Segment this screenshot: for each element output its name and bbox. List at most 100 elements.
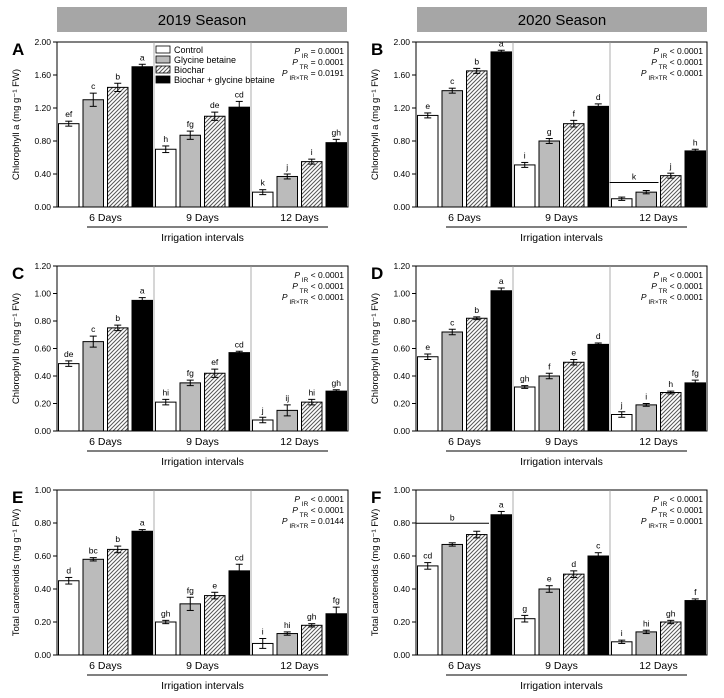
bar — [107, 548, 129, 656]
season-header-left-bg — [57, 7, 347, 32]
season-title-right: 2020 Season — [518, 12, 606, 29]
y-tick-label: 0.60 — [34, 344, 51, 354]
bar — [684, 600, 706, 656]
bar — [325, 142, 347, 208]
legend-swatch — [155, 45, 171, 54]
bar — [301, 624, 323, 656]
y-tick-label: 0.80 — [34, 136, 51, 146]
significance-letter: h — [163, 134, 168, 144]
significance-letter: i — [524, 150, 526, 160]
significance-letter: fg — [333, 595, 340, 605]
bar — [563, 573, 585, 656]
x-category-label: 6 Days — [89, 212, 122, 224]
y-tick-label: 0.60 — [34, 551, 51, 561]
y-tick-label: 0.00 — [34, 202, 51, 212]
x-axis-title: Irrigation intervals — [161, 232, 244, 244]
significance-letter: g — [547, 127, 552, 137]
significance-letter: a — [499, 276, 504, 286]
x-axis-title: Irrigation intervals — [520, 232, 603, 244]
significance-letter: i — [262, 627, 264, 637]
significance-letter: ef — [211, 357, 219, 367]
y-tick-label: 0.80 — [393, 518, 410, 528]
panel-b: B 0.00 0.40 0.80 1.20 1.60 2.00 Chlorophyll a (… — [370, 37, 708, 244]
bar — [228, 352, 250, 432]
significance-letter: fg — [187, 585, 194, 595]
p-value-1: P IR < 0.0001 — [294, 494, 344, 508]
y-axis-label: Chlorophyll b (mg g⁻¹ FW) — [370, 293, 381, 404]
bar — [82, 99, 104, 208]
significance-letter: c — [450, 317, 455, 327]
x-axis-title: Irrigation intervals — [520, 456, 603, 468]
bar — [179, 134, 201, 208]
significance-letter: i — [621, 628, 623, 638]
significance-letter: d — [66, 565, 71, 575]
significance-letter: gh — [332, 127, 342, 137]
significance-letter: d — [571, 559, 576, 569]
y-tick-label: 0.40 — [34, 584, 51, 594]
significance-letter: hi — [308, 387, 315, 397]
bar — [538, 140, 560, 208]
bar — [131, 530, 153, 656]
y-tick-label: 2.00 — [34, 37, 51, 47]
significance-letter: hi — [162, 387, 169, 397]
bar — [538, 588, 560, 656]
significance-letter: f — [573, 108, 576, 118]
significance-letter: e — [425, 101, 430, 111]
y-axis-label: Total carotenoids (mg g⁻¹ FW) — [11, 509, 22, 637]
significance-letter: ef — [65, 109, 73, 119]
bar — [417, 356, 439, 432]
y-tick-label: 0.00 — [393, 650, 410, 660]
y-tick-label: 1.00 — [34, 289, 51, 299]
y-tick-label: 1.20 — [34, 261, 51, 271]
x-category-label: 6 Days — [89, 436, 122, 448]
bar — [587, 555, 609, 656]
bar — [301, 401, 323, 432]
bar — [490, 514, 512, 656]
bar — [660, 175, 682, 208]
significance-letter: a — [499, 38, 504, 48]
p-value-3: P IR×TR = 0.0144 — [282, 516, 344, 530]
significance-letter: h — [668, 379, 673, 389]
bar — [514, 618, 536, 656]
significance-letter: fg — [187, 119, 194, 129]
y-tick-label: 0.60 — [393, 344, 410, 354]
p-value-3: P IR×TR < 0.0001 — [641, 292, 703, 306]
legend-label: Glycine betaine — [174, 55, 236, 65]
p-value-2: P TR < 0.0001 — [651, 505, 703, 519]
bar — [466, 317, 488, 432]
bar — [107, 86, 129, 208]
significance-letter: b — [474, 305, 479, 315]
y-tick-label: 0.00 — [393, 426, 410, 436]
x-category-label: 12 Days — [639, 212, 678, 224]
significance-letter: d — [596, 331, 601, 341]
y-tick-label: 1.60 — [34, 70, 51, 80]
p-value-1: P IR = 0.0001 — [294, 46, 344, 60]
significance-letter: b — [474, 56, 479, 66]
bar — [131, 66, 153, 208]
plot-frame — [415, 41, 708, 208]
significance-letter: h — [693, 137, 698, 147]
x-category-label: 6 Days — [89, 660, 122, 672]
y-tick-label: 0.40 — [393, 584, 410, 594]
bar — [466, 534, 488, 656]
bar — [441, 543, 463, 656]
significance-letter: bc — [89, 546, 99, 556]
bar — [490, 51, 512, 208]
bar — [325, 390, 347, 432]
y-tick-label: 0.80 — [393, 136, 410, 146]
y-axis-label: Chlorophyll a (mg g⁻¹ FW) — [370, 69, 381, 180]
legend-swatch — [155, 65, 171, 74]
y-tick-label: 1.00 — [34, 485, 51, 495]
bar — [417, 114, 439, 208]
significance-letter: b — [115, 71, 120, 81]
x-category-label: 9 Days — [545, 436, 578, 448]
significance-letter: gh — [161, 608, 171, 618]
bar — [563, 123, 585, 208]
bar — [587, 343, 609, 432]
p-value-1: P IR < 0.0001 — [653, 494, 703, 508]
x-category-label: 6 Days — [448, 212, 481, 224]
panel-letter: F — [371, 488, 381, 507]
plot-frame — [415, 489, 708, 656]
significance-letter: c — [450, 76, 455, 86]
